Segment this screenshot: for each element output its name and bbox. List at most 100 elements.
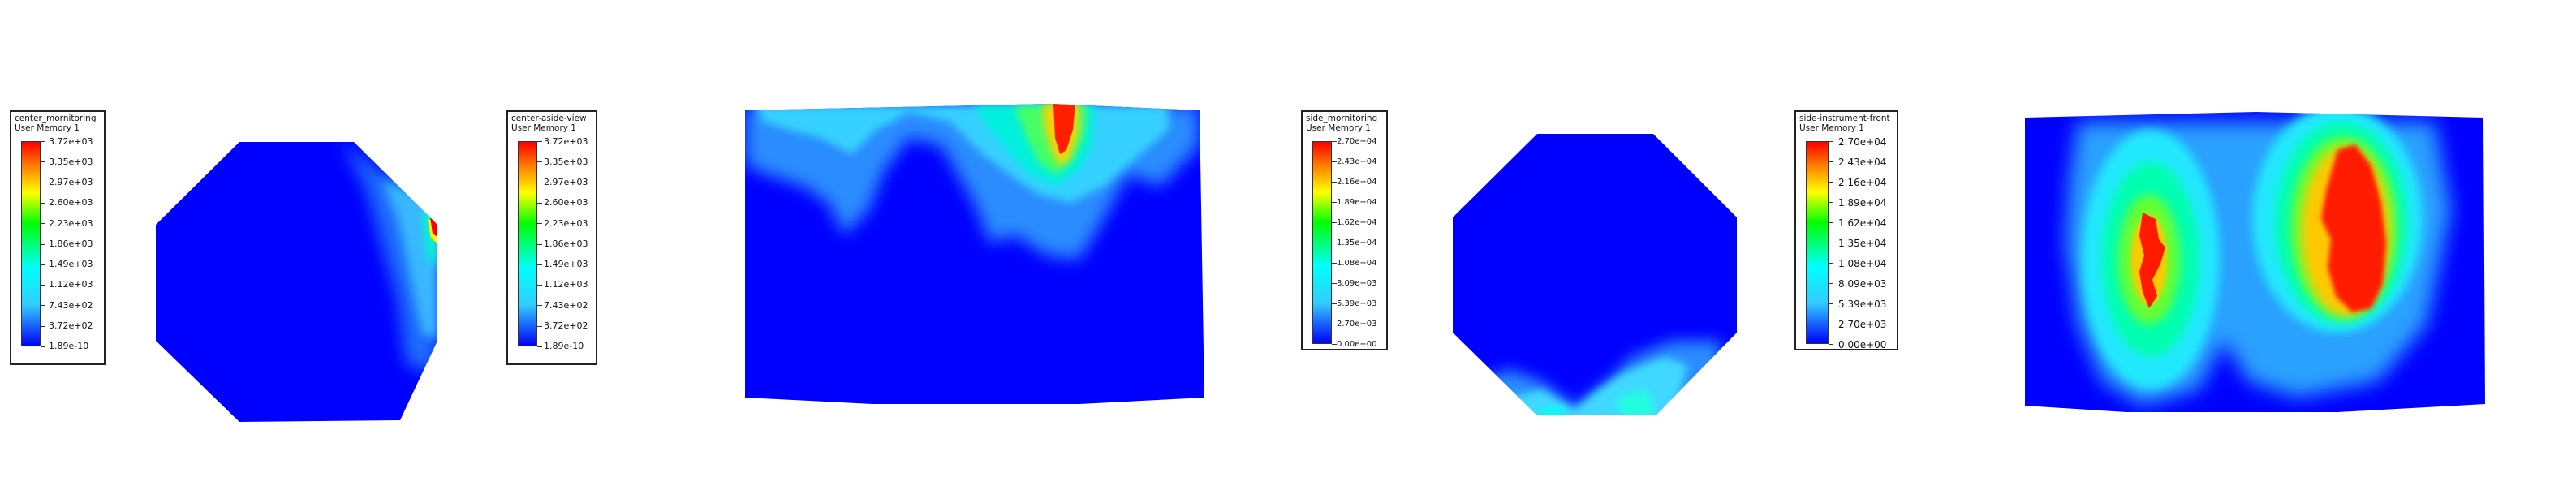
legend-label: 2.60e+03	[544, 197, 588, 208]
legend-label: 2.43e+04	[1337, 157, 1377, 166]
legend-center-mornitoring: center_mornitoring User Memory 1 3.72e+0…	[10, 110, 106, 365]
legend-tick	[41, 285, 45, 286]
color-bar	[518, 141, 537, 346]
legend-tick	[41, 202, 45, 204]
legend-tick	[1829, 303, 1833, 304]
color-bar	[1312, 141, 1332, 344]
legend-label: 1.08e+04	[1838, 258, 1887, 269]
legend-label: 1.35e+04	[1337, 238, 1377, 247]
legend-tick	[1332, 141, 1337, 142]
legend-label: 1.49e+03	[49, 259, 93, 269]
legend-label: 3.72e+03	[544, 136, 588, 147]
legend-tick	[1332, 263, 1337, 264]
legend-label: 2.23e+03	[49, 218, 93, 229]
legend-tick	[41, 325, 45, 327]
legend-tick	[1332, 303, 1337, 304]
legend-tick	[537, 161, 542, 163]
legend-tick	[41, 264, 45, 265]
legend-label: 1.08e+04	[1337, 259, 1377, 268]
legend-label: 3.35e+03	[49, 157, 93, 167]
legend-tick	[41, 346, 45, 347]
legend-tick	[41, 243, 45, 245]
legend-tick	[1829, 344, 1833, 345]
legend-label: 7.43e+02	[49, 300, 93, 311]
legend-label: 1.12e+03	[544, 279, 588, 290]
legend-side-instrument-front: side-instrument-front User Memory 1 2.70…	[1794, 110, 1898, 350]
legend-subtitle: User Memory 1	[15, 123, 80, 133]
legend-tick	[1829, 202, 1833, 203]
legend-tick	[41, 141, 45, 142]
legend-center-aside-view: center-aside-view User Memory 1 3.72e+03…	[506, 110, 597, 365]
legend-tick	[1332, 161, 1337, 162]
legend-tick	[537, 223, 542, 225]
legend-label: 1.49e+03	[544, 259, 588, 269]
legend-tick	[1332, 283, 1337, 284]
legend-label: 2.23e+03	[544, 218, 588, 229]
legend-label: 7.43e+02	[544, 300, 588, 311]
legend-label: 1.35e+04	[1838, 238, 1887, 249]
legend-tick	[1829, 263, 1833, 264]
legend-tick	[537, 243, 542, 245]
legend-label: 0.00e+00	[1337, 340, 1377, 349]
legend-label: 0.00e+00	[1838, 339, 1887, 350]
legend-tick	[1332, 344, 1337, 345]
legend-label: 5.39e+03	[1337, 299, 1377, 308]
legend-label: 2.16e+04	[1337, 178, 1377, 187]
legend-title: center-aside-view	[511, 114, 587, 123]
legend-side-mornitoring: side_mornitoring User Memory 1 2.70e+04 …	[1301, 110, 1388, 350]
legend-label: 1.89e-10	[544, 341, 584, 351]
legend-tick	[1332, 202, 1337, 203]
legend-tick	[41, 223, 45, 225]
legend-label: 1.89e-10	[49, 341, 89, 351]
legend-label: 3.35e+03	[544, 157, 588, 167]
legend-tick	[1829, 161, 1833, 162]
legend-tick	[41, 161, 45, 163]
legend-label: 1.86e+03	[544, 238, 588, 249]
legend-title: center_mornitoring	[15, 114, 97, 123]
legend-title: side-instrument-front	[1799, 114, 1890, 123]
legend-label: 8.09e+03	[1337, 279, 1377, 288]
legend-label: 3.72e+02	[49, 320, 93, 331]
legend-tick	[537, 264, 542, 265]
legend-tick	[537, 325, 542, 327]
legend-label: 1.89e+04	[1838, 197, 1887, 208]
legend-tick	[1332, 182, 1337, 183]
legend-tick	[537, 305, 542, 307]
legend-label: 2.70e+03	[1838, 319, 1887, 330]
legend-tick	[537, 202, 542, 204]
legend-label: 8.09e+03	[1838, 278, 1887, 290]
legend-title: side_mornitoring	[1306, 114, 1378, 123]
legend-label: 2.70e+03	[1337, 320, 1377, 329]
legend-tick	[1829, 222, 1833, 223]
legend-label: 2.60e+03	[49, 197, 93, 208]
legend-label: 1.86e+03	[49, 238, 93, 249]
legend-label: 1.12e+03	[49, 279, 93, 290]
legend-tick	[537, 346, 542, 347]
legend-subtitle: User Memory 1	[511, 123, 576, 133]
legend-label: 3.72e+03	[49, 136, 93, 147]
legend-tick	[41, 305, 45, 307]
legend-label: 2.70e+04	[1838, 136, 1887, 148]
legend-label: 2.43e+04	[1838, 157, 1887, 168]
legend-tick	[1332, 222, 1337, 223]
legend-tick	[1829, 141, 1833, 142]
color-bar	[21, 141, 41, 346]
legend-label: 2.70e+04	[1337, 137, 1377, 146]
legend-tick	[537, 141, 542, 142]
legend-subtitle: User Memory 1	[1306, 123, 1371, 133]
legend-label: 5.39e+03	[1838, 299, 1887, 310]
color-bar	[1806, 141, 1829, 344]
legend-label: 1.89e+04	[1337, 198, 1377, 207]
legend-label: 3.72e+02	[544, 320, 588, 331]
legend-label: 1.62e+04	[1337, 218, 1377, 227]
legend-label: 1.62e+04	[1838, 217, 1887, 229]
legend-label: 2.97e+03	[49, 177, 93, 187]
legend-label: 2.97e+03	[544, 177, 588, 187]
legend-label: 2.16e+04	[1838, 177, 1887, 188]
legend-tick	[1829, 283, 1833, 284]
legend-tick	[1829, 182, 1833, 183]
